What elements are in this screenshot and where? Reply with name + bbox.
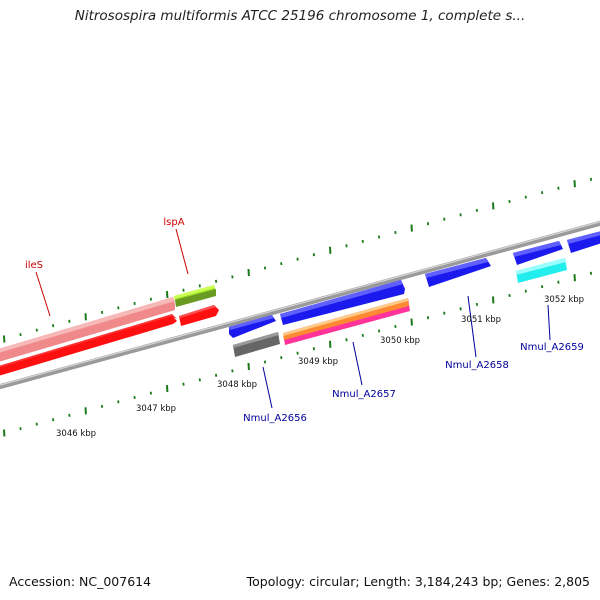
scale-label-3047: 3047 kbp	[136, 404, 176, 414]
Nmul_A2656-cds-top	[229, 315, 274, 330]
scale-label-3048: 3048 kbp	[217, 380, 257, 390]
feature-track	[0, 231, 600, 376]
scale-label-3050: 3050 kbp	[380, 336, 420, 346]
Nmul_A2657-cds-top	[280, 280, 403, 318]
tick-marks-inner	[3, 271, 593, 437]
lspA-cds-top	[179, 305, 216, 318]
scale-label-3052: 3052 kbp	[544, 295, 584, 305]
tick-marks-outer	[3, 177, 593, 343]
gene-labels: ileS lspA Nmul_A2656 Nmul_A2657 Nmul_A26…	[25, 217, 584, 424]
gene-label-Nmul_A2657[interactable]: Nmul_A2657	[332, 389, 396, 400]
Nmul_A2659-cds-top	[513, 241, 561, 257]
Nmul_A2656-leader	[262, 366, 273, 409]
Nmul_A2656-gene-top	[233, 332, 279, 348]
scale-label-3051: 3051 kbp	[461, 315, 501, 325]
Nmul_A2657-leader	[352, 341, 363, 386]
lspA-leader	[175, 228, 189, 275]
lspA-gene-lower	[175, 289, 216, 307]
genome-backbone-highlight	[0, 221, 600, 386]
scale-label-3046: 3046 kbp	[56, 429, 96, 439]
gene-label-Nmul_A2656[interactable]: Nmul_A2656	[243, 413, 307, 424]
map-title: Nitrosospira multiformis ATCC 25196 chro…	[74, 8, 526, 24]
Nmul_A2658-cds-top	[425, 258, 488, 278]
topology-label: Topology: circular; Length: 3,184,243 bp…	[246, 574, 590, 589]
Nmul_A2656-gene[interactable]	[233, 332, 280, 357]
genome-backbone	[0, 220, 600, 390]
lspA-gene-top	[174, 285, 215, 299]
gene-label-Nmul_A2658[interactable]: Nmul_A2658	[445, 360, 509, 371]
next-gene-cds-top	[567, 231, 600, 244]
Nmul_A2657-gene-top	[283, 298, 408, 336]
ileS-leader	[35, 271, 51, 317]
Nmul_A2659-gene-top	[516, 258, 566, 275]
Nmul_A2659-leader	[547, 304, 551, 341]
gene-label-ileS[interactable]: ileS	[25, 260, 43, 271]
gene-label-lspA[interactable]: lspA	[163, 217, 184, 228]
ileS-gene-top	[0, 297, 175, 353]
accession-label: Accession: NC_007614	[9, 574, 152, 589]
Nmul_A2657-gene-mid	[283, 300, 409, 340]
scale-label-3049: 3049 kbp	[298, 357, 338, 367]
Nmul_A2656-cds[interactable]	[229, 315, 276, 338]
Nmul_A2658-leader	[467, 295, 477, 358]
scale-labels: 3046 kbp 3047 kbp 3048 kbp 3049 kbp 3050…	[56, 295, 584, 439]
label-leaders	[35, 228, 551, 409]
gene-label-Nmul_A2659[interactable]: Nmul_A2659	[520, 342, 584, 353]
ileS-cds-body	[0, 316, 177, 376]
lspA-cds[interactable]	[179, 305, 219, 326]
